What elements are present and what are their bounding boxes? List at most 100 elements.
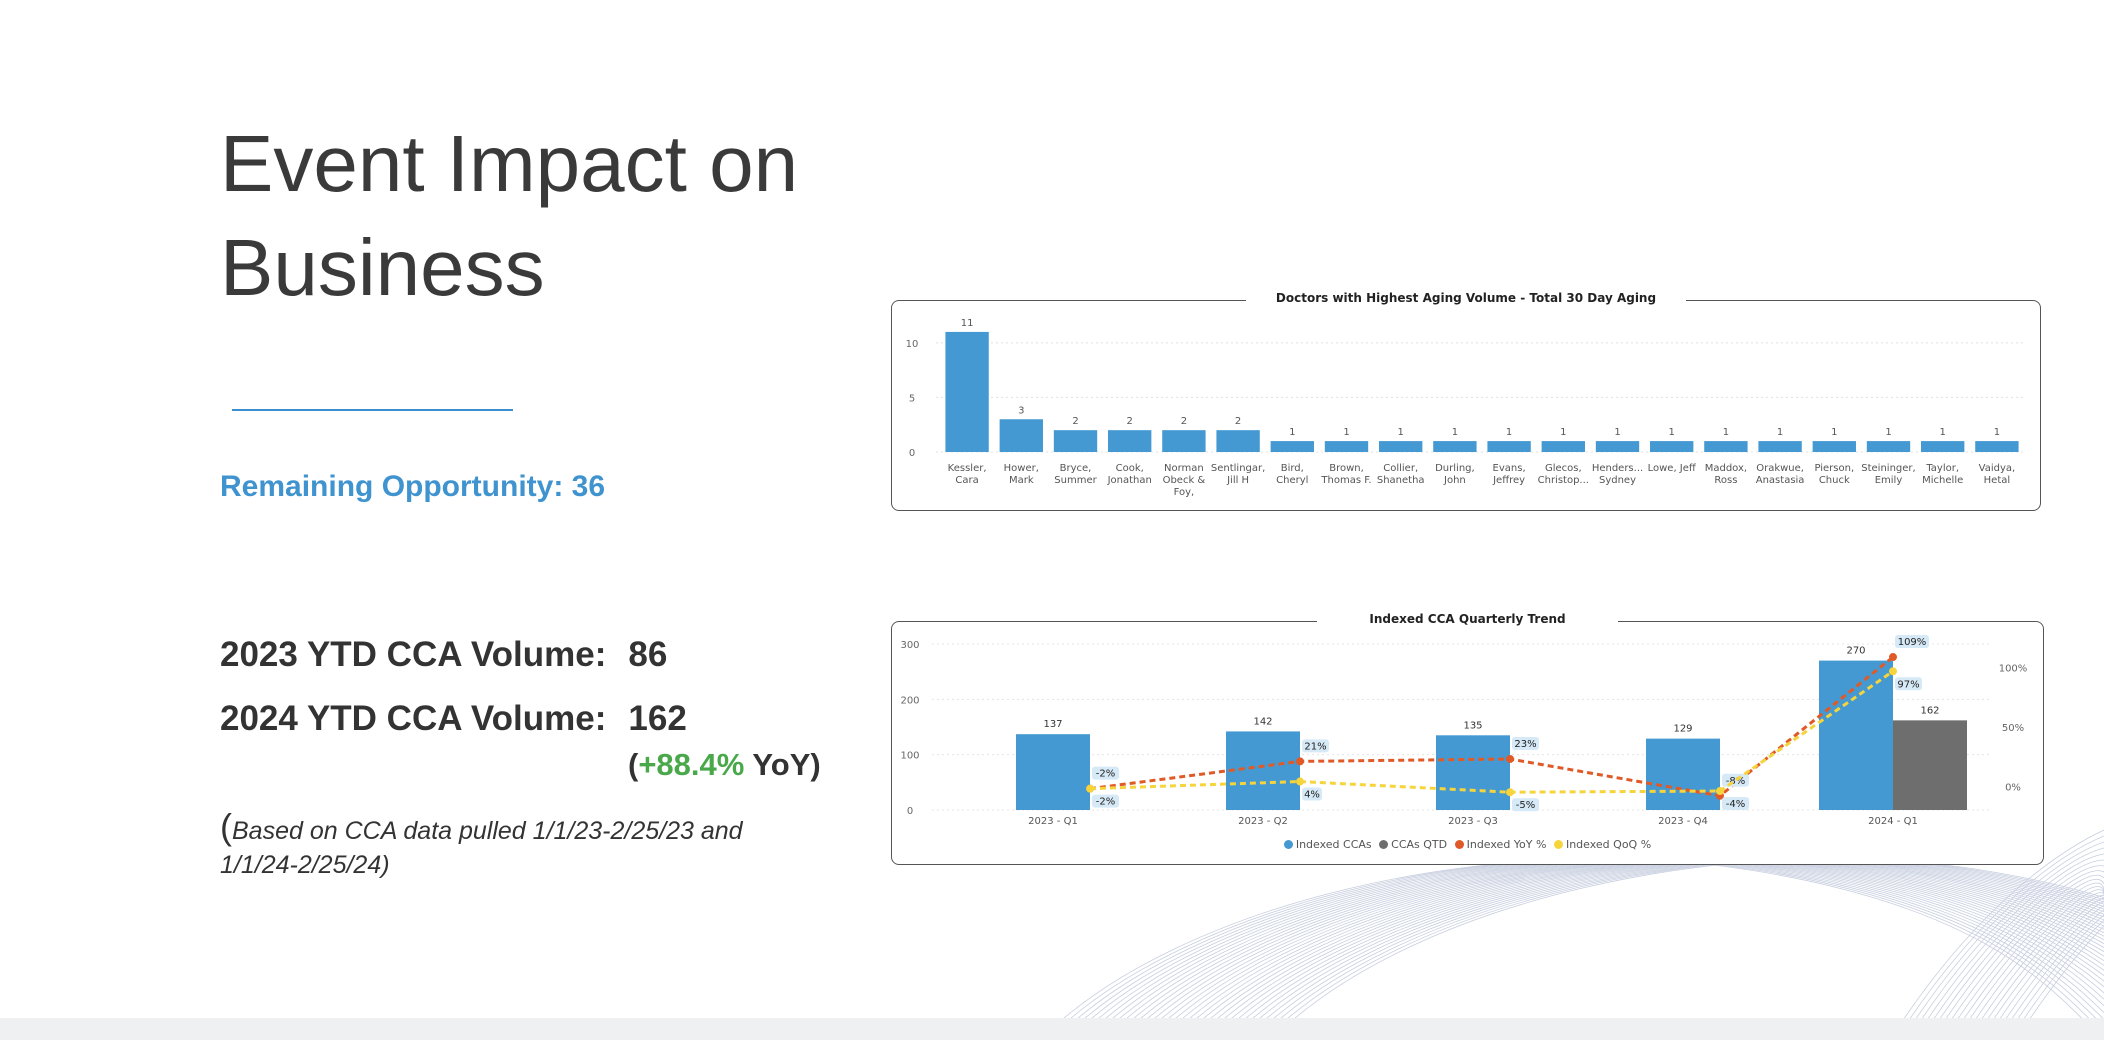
x-tick-label: Evans, Jeffrey [1492,463,1526,486]
bar [1487,441,1531,452]
x-tick-label: Bird, Cheryl [1276,463,1308,486]
note-paren: ( [220,806,232,847]
legend-label-ccas-qtd: CCAs QTD [1391,838,1448,851]
quarterly-trend-legend: Indexed CCAs CCAs QTD Indexed YoY % Inde… [892,838,2043,851]
yoy-series-label: -8% [1726,776,1745,787]
y-tick-label: 300 [900,640,919,651]
bar [1921,441,1965,452]
data-label: 11 [961,318,974,329]
data-label: 137 [1043,719,1062,730]
x-tick-label: Maddox, Ross [1705,463,1747,486]
data-label: 1 [1289,427,1295,438]
y-tick-label: 100 [900,751,919,762]
x-tick-label: 2023 - Q4 [1658,816,1708,827]
y-tick-label: 10 [906,339,919,350]
qoq-series-label-bg [1895,677,1922,691]
page-title: Event Impact on Business [220,112,920,320]
data-label: 2 [1235,416,1241,427]
x-tick-label: Kessler, Cara [948,463,987,486]
yoy-series-label-bg [1302,739,1329,753]
title-line-1: Event Impact on [220,119,799,208]
bar [1650,441,1694,452]
data-label: 1 [1723,427,1729,438]
quarterly-trend-chart-panel: Indexed CCA Quarterly Trend 0 100 200 300 0%… [891,612,2044,865]
bar-indexed-ccas [1226,731,1300,810]
bar [945,331,989,452]
ytd-volume-2024: 2024 YTD CCA Volume: 162 [220,699,687,739]
ytd-volume-2023: 2023 YTD CCA Volume: 86 [220,635,667,675]
x-tick-label: Durling, John [1435,463,1475,486]
x-tick-label: 2024 - Q1 [1868,816,1918,827]
bar [1053,430,1098,452]
x-tick-label: Cook, Jonathan [1107,463,1152,486]
y2-tick-label: 50% [2002,723,2024,734]
yoy-series-label: -2% [1096,769,1115,780]
x-tick-label: 2023 - Q1 [1028,816,1078,827]
yoy-series-label-bg [1512,737,1539,751]
legend-item-ccas-qtd[interactable]: CCAs QTD [1379,838,1447,851]
qoq-series-label-bg [1092,794,1119,808]
yoy-change: (+88.4% YoY) [628,747,821,783]
yoy-label: YoY) [744,747,821,782]
doctors-aging-chart-title: Doctors with Highest Aging Volume - Tota… [892,291,2040,305]
title-divider [232,409,513,411]
x-tick-label: Bryce, Summer [1054,463,1097,486]
qoq-series-label: 97% [1897,679,1919,690]
y2-tick-label: 0% [2005,782,2021,793]
ytd-2024-value: 162 [628,699,687,738]
yoy-series-label-bg [1895,635,1929,649]
bar-ccas-qtd [1893,720,1967,810]
data-label: 1 [1614,427,1620,438]
data-label: 2 [1072,416,1078,427]
qoq-series-point [1716,787,1724,796]
legend-label-qoq: Indexed QoQ % [1565,838,1652,851]
qoq-series-label-bg [1512,798,1539,812]
data-label: 142 [1253,716,1272,727]
qoq-series-label: -5% [1516,800,1535,811]
bar [1866,441,1911,452]
bar [1595,441,1640,452]
legend-item-indexed-ccas[interactable]: Indexed CCAs [1283,838,1372,851]
legend-label-indexed-ccas: Indexed CCAs [1295,838,1372,851]
yoy-series-label: 21% [1304,741,1326,752]
x-tick-label: Sentlingar, Jill H [1211,463,1265,486]
bar [1433,441,1477,452]
data-label: 1 [1831,427,1837,438]
qoq-series-label: 4% [1304,790,1320,801]
bar [1216,430,1260,452]
legend-item-yoy[interactable]: Indexed YoY % [1454,838,1546,851]
quarterly-trend-chart: 0 100 200 300 0% 50% 100% 137 2023 - Q1 142 2023 -… [900,635,2027,827]
data-label: 1 [1343,427,1349,438]
yoy-percent: +88.4% [638,747,745,782]
x-tick-label: Steininger, Emily [1861,463,1915,486]
yoy-series-point [1889,653,1897,662]
yoy-series-label: 23% [1514,739,1536,750]
remaining-opportunity: Remaining Opportunity: 36 [220,470,606,503]
data-label: 1 [1398,427,1404,438]
note-text: Based on CCA data pulled 1/1/23-2/25/23 … [220,817,743,879]
ytd-2023-label: 2023 YTD CCA Volume: [220,635,607,674]
yoy-open-paren: ( [628,747,639,782]
legend-dot-yoy [1454,840,1464,849]
data-label: 1 [1506,427,1512,438]
x-tick-label: Norman Obeck & Foy, [1163,463,1206,498]
legend-dot-ccas-qtd [1379,840,1389,849]
quarterly-trend-chart-title-text: Indexed CCA Quarterly Trend [1317,612,1618,626]
x-tick-label: Lowe, Jeff [1648,463,1697,474]
bar-indexed-ccas [1016,734,1090,810]
doctors-aging-chart-panel: Doctors with Highest Aging Volume - Tota… [891,291,2041,511]
data-label: 1 [1777,427,1783,438]
legend-item-qoq[interactable]: Indexed QoQ % [1553,838,1652,851]
bar [1324,441,1369,452]
bar [1812,441,1856,452]
bar [1758,441,1802,452]
qoq-series-label: -2% [1096,797,1115,808]
data-label: 3 [1018,405,1024,416]
data-label: 2 [1127,416,1133,427]
data-label: 129 [1673,724,1692,735]
data-label: 1 [1940,427,1946,438]
x-tick-label: Collier, Shanetha [1377,463,1425,486]
x-tick-label: Vaidya, Hetal [1979,463,2016,486]
bar-indexed-ccas [1436,735,1510,810]
x-tick-label: Taylor, Michelle [1922,463,1963,486]
